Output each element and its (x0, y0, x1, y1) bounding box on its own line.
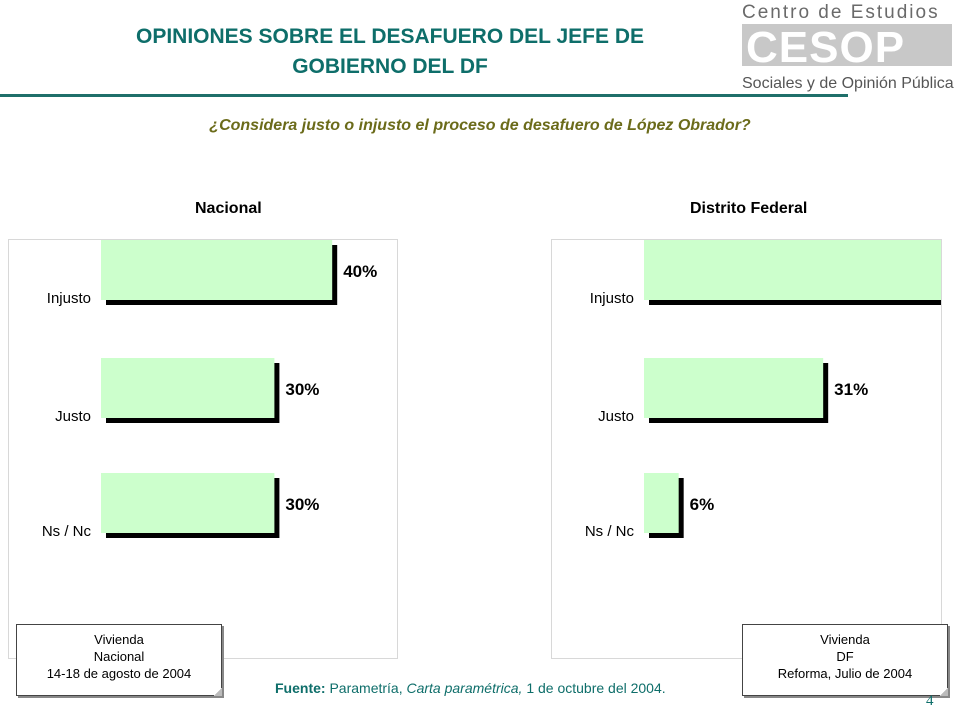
bar-nacional-2 (101, 473, 275, 533)
bar-df-1 (644, 358, 824, 418)
chart-nacional: Injusto 40% Justo 30% Ns / Nc 30% (8, 239, 398, 659)
cesop-logo: Centro de Estudios CESOP Sociales y de O… (742, 2, 954, 92)
value-label-df-1: 31% (834, 380, 868, 399)
survey-question: ¿Considera justo o injusto el proceso de… (209, 117, 751, 134)
source-publication: Carta paramétrica, (406, 680, 523, 696)
page-title: OPINIONES SOBRE EL DESAFUERO DEL JEFE DE… (60, 22, 720, 82)
note-df-line-3: Reforma, Julio de 2004 (777, 666, 913, 681)
value-label-df-2: 6% (690, 495, 715, 514)
bar-df-2 (644, 473, 679, 533)
note-fold-icon (214, 688, 222, 696)
category-label-nacional-1: Justo (55, 408, 91, 425)
category-label-df-2: Ns / Nc (585, 523, 635, 540)
note-df: Vivienda DF Reforma, Julio de 2004 (742, 624, 948, 696)
chart-title-df: Distrito Federal (690, 200, 808, 217)
source-org: Parametría, (329, 680, 403, 696)
source-label: Fuente: (275, 680, 326, 696)
source-citation: Fuente: Parametría, Carta paramétrica, 1… (275, 680, 666, 696)
logo-top-text: Centro de Estudios (742, 2, 940, 23)
chart-nacional-svg: Injusto 40% Justo 30% Ns / Nc 30% (42, 240, 377, 540)
note-fold-icon (940, 688, 948, 696)
note-nacional-line-1: Vivienda (94, 632, 144, 647)
note-nacional-line-2: Nacional (93, 649, 145, 664)
header-divider (0, 94, 848, 97)
note-df-line-1: Vivienda (820, 632, 870, 647)
note-nacional-line-3: 14-18 de agosto de 2004 (46, 666, 192, 681)
category-label-nacional-0: Injusto (47, 290, 91, 307)
bar-nacional-1 (101, 358, 275, 418)
page-number: 4 (926, 693, 934, 709)
chart-title-nacional: Nacional (195, 200, 262, 217)
logo-bottom-text: Sociales y de Opinión Pública (742, 75, 954, 92)
bar-df-0 (644, 240, 941, 300)
note-df-line-2: DF (836, 649, 854, 664)
value-label-nacional-1: 30% (285, 380, 319, 399)
source-date: 1 de octubre del 2004. (526, 680, 666, 696)
value-label-nacional-0: 40% (343, 262, 377, 281)
title-line-2: GOBIERNO DEL DF (292, 55, 488, 78)
category-label-nacional-2: Ns / Nc (42, 523, 92, 540)
logo-mark-text: CESOP (746, 23, 905, 72)
title-line-1: OPINIONES SOBRE EL DESAFUERO DEL JEFE DE (136, 25, 644, 48)
category-label-df-1: Justo (598, 408, 634, 425)
bar-nacional-0 (101, 240, 333, 300)
value-label-nacional-2: 30% (285, 495, 319, 514)
category-label-df-0: Injusto (590, 290, 634, 307)
note-nacional: Vivienda Nacional 14-18 de agosto de 200… (16, 624, 222, 696)
